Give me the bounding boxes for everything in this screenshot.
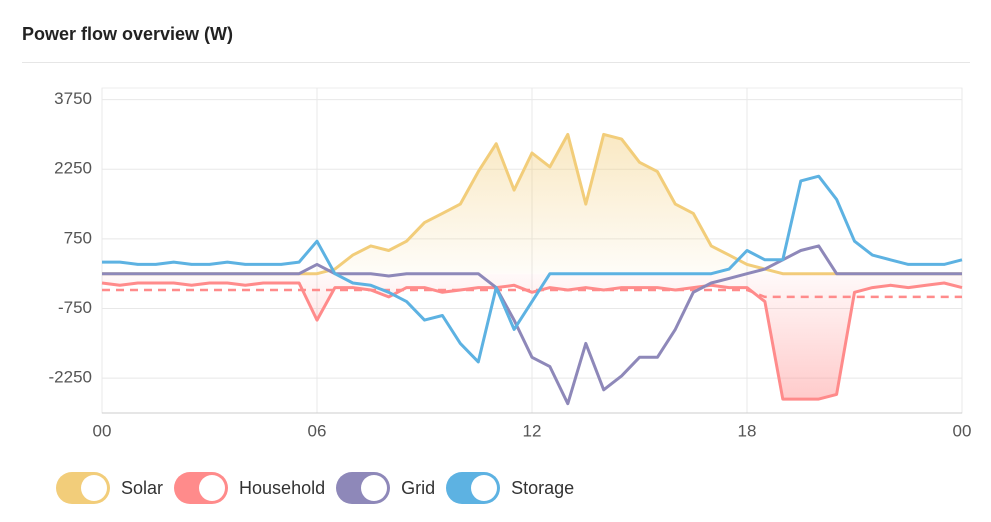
x-tick-label: 00 [953,421,972,440]
legend-entry: Solar [56,472,163,504]
legend-label: Grid [401,477,436,498]
area [102,273,962,400]
area [102,134,962,274]
legend-entry: Household [174,472,325,504]
legend-label: Household [239,477,326,498]
series-line [101,281,963,401]
y-tick-label: 3750 [54,89,92,108]
y-tick-label: -2250 [49,368,92,387]
x-tick-label: 12 [523,421,542,440]
toggle-knob [81,475,107,501]
y-tick-label: -750 [58,298,92,317]
legend-toggle[interactable] [174,472,229,504]
legend-label: Solar [121,477,164,498]
toggle-knob [361,475,388,501]
x-tick-label: 00 [93,421,112,440]
y-tick-label: 750 [64,228,92,247]
legend-label: Storage [511,477,575,498]
toggle-knob [471,475,498,501]
legend-toggle[interactable] [56,472,110,504]
legend: Solar Household Grid Storage [56,472,585,504]
x-tick-label: 18 [738,421,757,440]
x-tick-label: 06 [308,421,327,440]
y-tick-label: 2250 [54,159,92,178]
legend-entry: Grid [336,472,435,504]
series-line [102,244,962,406]
divider [22,62,970,63]
legend-toggle[interactable] [446,472,501,504]
chart: 3750 2250 750 -750 -2250 00 06 12 18 00 [49,87,972,440]
series-line [102,174,963,364]
legend-entry: Storage [446,472,574,504]
card-title: Power flow overview (W) [22,24,234,44]
toggle-knob [199,475,226,501]
legend-toggle[interactable] [336,472,391,504]
